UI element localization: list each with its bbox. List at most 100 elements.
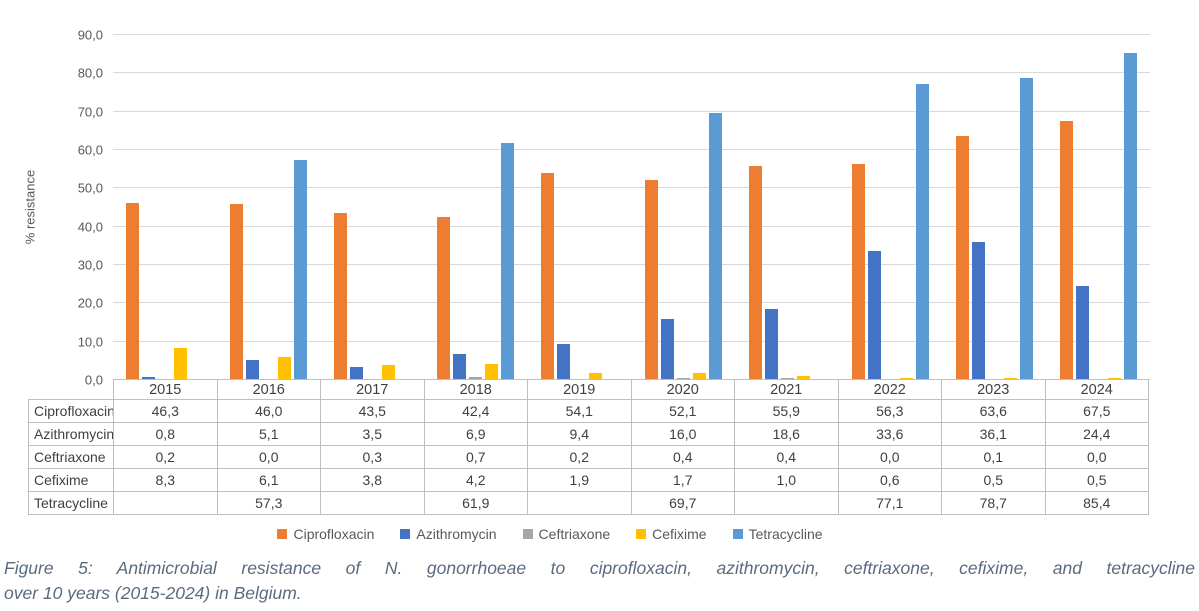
gridline [113,34,1150,35]
bar-cefixime-2020 [692,373,706,380]
value-ciprofloxacin-2020: 52,1 [630,399,735,423]
year-header-2018: 2018 [423,379,528,400]
value-ceftriaxone-2020: 0,4 [630,445,735,469]
bar-slot [987,35,1001,380]
value-azithromycin-2024: 24,4 [1044,422,1149,446]
value-tetracycline-2023: 78,7 [941,491,1046,515]
value-ceftriaxone-2022: 0,0 [837,445,942,469]
gridline [113,72,1150,74]
year-header-2023: 2023 [941,379,1046,400]
bar-slot [1075,35,1089,380]
value-ciprofloxacin-2016: 46,0 [216,399,321,423]
legend-swatch-tetracycline [732,529,743,539]
gridline [113,149,1150,150]
table-row-cefixime: Cefixime 8,3 6,1 3,8 4,2 1,9 1,7 1,0 0,6 0,5 0,5 [28,468,1149,492]
bar-slot [190,35,203,380]
bar-group-2016 [217,35,321,380]
y-tick-label: 20,0 [77,295,103,311]
value-tetracycline-2021 [734,491,839,515]
row-label-ciprofloxacin: Ciprofloxacin [28,399,114,423]
bar-slot [246,35,260,380]
bar-ciprofloxacin-2015 [126,202,140,380]
legend-item-azithromycin: Azithromycin [400,526,497,542]
value-cefixime-2017: 3,8 [320,468,425,492]
caption-line-1: Figure 5: Antimicrobial resistance of N.… [4,558,1195,578]
bar-slot [660,35,674,380]
bar-ciprofloxacin-2018 [437,217,451,380]
bar-slot [573,35,587,380]
y-axis-title: % resistance [22,169,38,245]
value-azithromycin-2016: 5,1 [216,422,321,446]
bar-slot [469,35,483,380]
bar-group-2017 [320,35,424,380]
value-cefixime-2020: 1,7 [630,468,735,492]
table-row-ciprofloxacin: Ciprofloxacin 46,3 46,0 43,5 42,4 54,1 52,1 55,… [28,399,1149,423]
year-header-2024: 2024 [1044,379,1149,400]
bar-slot [884,35,897,380]
value-tetracycline-2020: 69,7 [630,491,735,515]
bar-azithromycin-2021 [764,308,778,380]
value-azithromycin-2023: 36,1 [941,422,1046,446]
bar-group-2018 [424,35,528,380]
legend-label-ceftriaxone: Ceftriaxone [538,526,611,542]
legend-swatch-cefixime [636,529,647,539]
value-ceftriaxone-2021: 0,4 [734,445,839,469]
value-azithromycin-2020: 16,0 [630,422,735,446]
value-ciprofloxacin-2023: 63,6 [941,399,1046,423]
y-tick-label: 50,0 [77,180,103,196]
value-ciprofloxacin-2024: 67,5 [1044,399,1149,423]
bar-azithromycin-2018 [453,353,467,380]
value-ceftriaxone-2017: 0,3 [320,445,425,469]
year-header-2015: 2015 [113,379,218,400]
bar-slot [813,35,826,380]
bar-slot [437,35,451,380]
bar-tetracycline-2024 [1123,52,1137,380]
bar-cefixime-2015 [174,348,188,380]
value-azithromycin-2021: 18,6 [734,422,839,446]
bar-tetracycline-2022 [916,84,930,380]
legend-label-azithromycin: Azithromycin [416,526,497,542]
bar-slot [398,35,411,380]
bar-slot [796,35,810,380]
y-tick-label: 30,0 [77,257,103,273]
value-tetracycline-2016: 57,3 [216,491,321,515]
bar-azithromycin-2022 [868,251,882,380]
legend-swatch-ciprofloxacin [277,529,288,539]
chart-plot-area: 0,0 10,0 20,0 30,0 40,0 50,0 60,0 70,0 80,0 90,0 [78,28,1150,388]
bar-slot [780,35,794,380]
bar-ciprofloxacin-2017 [333,213,347,380]
row-label-cefixime: Cefixime [28,468,114,492]
gridline [113,340,1150,342]
bar-slot [126,35,140,380]
value-ceftriaxone-2018: 0,7 [423,445,528,469]
bar-slot [142,35,156,380]
bar-slot [230,35,244,380]
bar-slot [485,35,499,380]
table-row-tetracycline: Tetracycline 57,3 61,9 69,7 77,1 78,7 85,4 [28,491,1149,515]
legend-item-ciprofloxacin: Ciprofloxacin [277,526,374,542]
bar-slot [557,35,571,380]
legend-swatch-ceftriaxone [522,529,533,539]
gridline [113,187,1150,189]
bar-cefixime-2018 [485,363,499,380]
legend-item-tetracycline: Tetracycline [732,526,823,542]
bar-slot [748,35,762,380]
bar-azithromycin-2023 [971,241,985,380]
legend-label-cefixime: Cefixime [652,526,707,542]
row-label-tetracycline: Tetracycline [28,491,114,515]
bar-tetracycline-2016 [294,160,308,380]
bar-slot [605,35,618,380]
bar-slot [294,35,308,380]
bar-slot [381,35,395,380]
bar-azithromycin-2020 [660,318,674,380]
bar-slot [365,35,379,380]
value-azithromycin-2019: 9,4 [527,422,632,446]
value-ceftriaxone-2016: 0,0 [216,445,321,469]
bar-ciprofloxacin-2023 [955,136,969,380]
chart-legend: Ciprofloxacin Azithromycin Ceftriaxone Cefi… [0,525,1100,543]
value-tetracycline-2015 [113,491,218,515]
bar-cefixime-2021 [796,376,810,380]
bar-ceftriaxone-2018 [469,377,483,380]
bar-slot [349,35,363,380]
